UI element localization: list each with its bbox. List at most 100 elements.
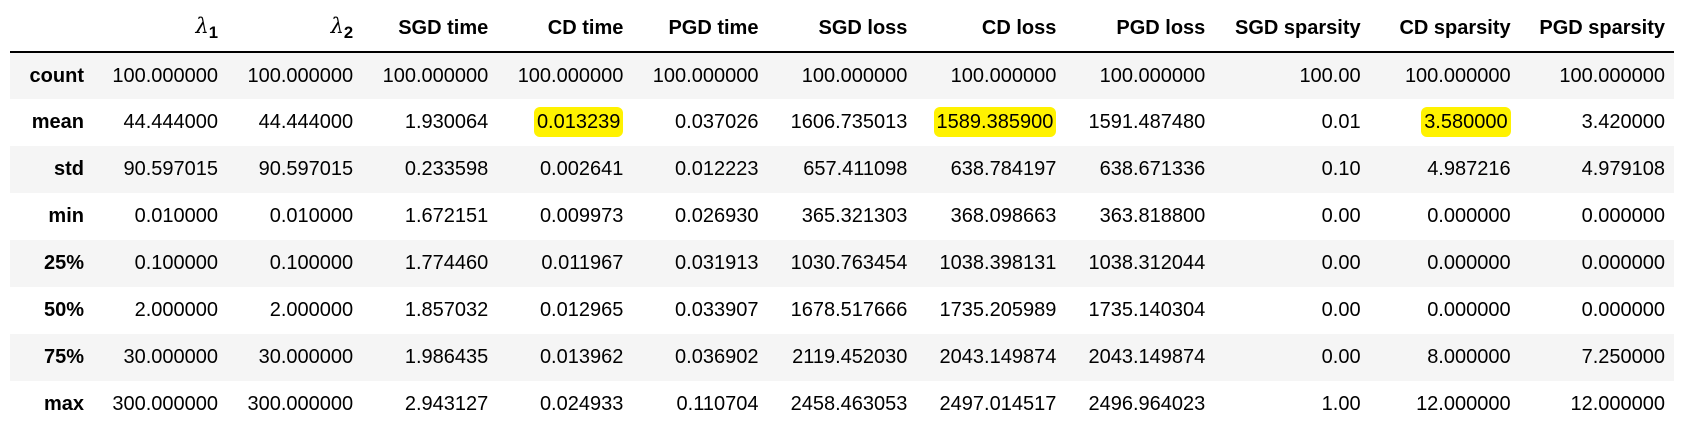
describe-table: λ1 λ2 SGD time CD time PGD time SGD loss CD lo… — [10, 6, 1674, 428]
table-body: count 100.000000 100.000000 100.000000 100.0… — [10, 52, 1674, 428]
table-cell: 0.026930 — [675, 205, 759, 227]
table-cell: 1038.312044 — [1088, 252, 1206, 274]
table-cell: 0.10 — [1321, 158, 1361, 180]
highlighted-value: 3.580000 — [1421, 107, 1511, 137]
table-cell: 12.000000 — [1570, 393, 1665, 415]
table-cell: 100.000000 — [1404, 64, 1511, 87]
table-cell: 0.036902 — [675, 346, 759, 368]
column-header: PGD time — [668, 17, 759, 39]
table-cell: 0.00 — [1321, 205, 1361, 227]
table-cell: 90.597015 — [258, 158, 354, 180]
row-label: 75% — [43, 346, 84, 368]
table-cell: 0.000000 — [1581, 299, 1665, 321]
table-cell: 638.671336 — [1099, 158, 1206, 180]
table-row: 50% 2.000000 2.000000 1.857032 0.012965 0.033… — [10, 287, 1674, 334]
table-cell: 1.774460 — [404, 252, 489, 274]
table-cell: 100.000000 — [247, 64, 354, 87]
table-cell: 100.000000 — [652, 64, 759, 87]
table-cell: 0.000000 — [1427, 205, 1511, 227]
table-cell: 44.444000 — [123, 111, 219, 133]
column-header: SGD time — [398, 17, 489, 39]
table-row: std 90.597015 90.597015 0.233598 0.002641 0.0… — [10, 146, 1674, 193]
column-header: λ1 — [93, 6, 227, 52]
table-cell: 1038.398131 — [939, 252, 1057, 274]
table-row: mean 44.444000 44.444000 1.930064 0.013239 0.… — [10, 99, 1674, 146]
table-cell: 0.000000 — [1581, 205, 1665, 227]
column-header-symbol: λ — [330, 14, 344, 38]
table-cell: 1589.385900 — [916, 99, 1065, 146]
table-cell: 12.000000 — [1416, 393, 1511, 415]
table-cell: 100.000000 — [1099, 64, 1206, 87]
table-cell: 1030.763454 — [790, 252, 908, 274]
table-cell: 4.987216 — [1427, 158, 1511, 180]
table-cell: 2.000000 — [134, 299, 219, 321]
table-cell: 1735.140304 — [1088, 299, 1206, 321]
table-cell: 2043.149874 — [939, 346, 1057, 368]
table-cell: 0.013239 — [497, 99, 632, 146]
table-cell: 0.00 — [1321, 299, 1361, 321]
column-header: CD time — [547, 17, 624, 39]
table-cell: 368.098663 — [950, 205, 1057, 227]
column-header: SGD loss — [818, 17, 908, 39]
table-cell: 0.000000 — [1427, 299, 1511, 321]
table-cell: 657.411098 — [803, 158, 908, 180]
table-cell: 0.000000 — [1427, 252, 1511, 274]
table-cell: 0.110704 — [676, 393, 759, 415]
table-cell: 0.009973 — [539, 205, 624, 227]
table-cell: 2458.463053 — [790, 393, 908, 415]
table-cell: 1.672151 — [404, 205, 489, 227]
table-cell: 4.979108 — [1581, 158, 1665, 180]
table-cell: 1.00 — [1321, 393, 1361, 415]
table-cell: 0.233598 — [404, 158, 489, 180]
table-row: min 0.010000 0.010000 1.672151 0.009973 0.026… — [10, 193, 1674, 240]
table-cell: 1735.205989 — [939, 299, 1057, 321]
table-cell: 363.818800 — [1099, 205, 1206, 227]
column-header-subscript: 1 — [208, 23, 219, 42]
table-cell: 0.013962 — [539, 346, 624, 368]
table-cell: 2119.452030 — [792, 346, 908, 368]
row-label: std — [53, 158, 84, 180]
table-cell: 30.000000 — [123, 346, 219, 368]
table-row: 25% 0.100000 0.100000 1.774460 0.011967 0.031… — [10, 240, 1674, 287]
table-cell: 90.597015 — [123, 158, 219, 180]
table-cell: 1.986435 — [404, 346, 489, 368]
table-cell: 100.000000 — [517, 64, 624, 87]
table-cell: 1678.517666 — [790, 299, 908, 321]
table-cell: 1606.735013 — [790, 111, 908, 133]
table-cell: 0.010000 — [269, 205, 354, 227]
column-header: SGD sparsity — [1235, 17, 1361, 39]
table-cell: 0.00 — [1321, 346, 1361, 368]
table-cell: 2.000000 — [269, 299, 354, 321]
table-cell: 2496.964023 — [1088, 393, 1206, 415]
table-cell: 7.250000 — [1581, 346, 1665, 368]
table-cell: 0.012223 — [675, 158, 759, 180]
row-label: mean — [31, 111, 84, 133]
table-row: 75% 30.000000 30.000000 1.986435 0.013962 0.0… — [10, 334, 1674, 381]
table-cell: 1.857032 — [404, 299, 489, 321]
table-cell: 0.031913 — [675, 252, 759, 274]
column-header-symbol: λ — [195, 14, 209, 38]
table-cell: 0.100000 — [269, 252, 354, 274]
table-cell: 100.000000 — [382, 64, 489, 87]
column-header: λ2 — [227, 6, 362, 52]
table-cell: 2.943127 — [404, 393, 489, 415]
table-cell: 0.037026 — [675, 111, 759, 133]
table-cell: 30.000000 — [258, 346, 354, 368]
row-label: max — [43, 393, 84, 415]
table-cell: 100.000000 — [112, 64, 219, 87]
table-row: max 300.000000 300.000000 2.943127 0.024933 0… — [10, 381, 1674, 428]
table-cell: 3.420000 — [1581, 111, 1665, 133]
column-header: PGD sparsity — [1539, 17, 1665, 39]
table-cell: 100.000000 — [950, 64, 1057, 87]
table-cell: 638.784197 — [950, 158, 1057, 180]
table-cell: 8.000000 — [1427, 346, 1511, 368]
table-cell: 0.002641 — [539, 158, 624, 180]
header-row: λ1 λ2 SGD time CD time PGD time SGD loss CD lo… — [10, 6, 1674, 52]
index-corner-header — [10, 6, 93, 52]
table-cell: 0.000000 — [1581, 252, 1665, 274]
table-cell: 100.000000 — [801, 64, 908, 87]
table-cell: 0.011967 — [541, 252, 624, 274]
table-cell: 100.000000 — [1559, 64, 1665, 87]
table-cell: 0.010000 — [134, 205, 219, 227]
table-cell: 300.000000 — [247, 393, 354, 415]
